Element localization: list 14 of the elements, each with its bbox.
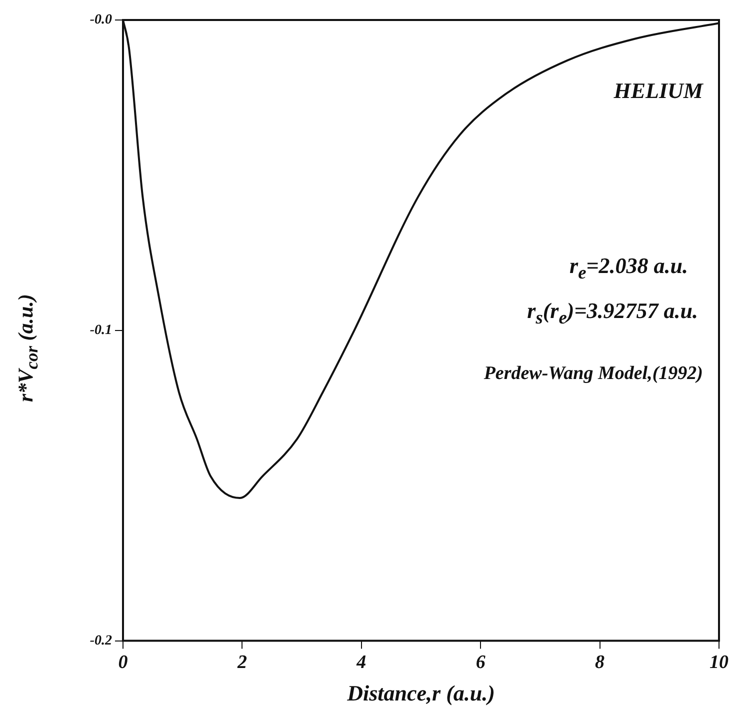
x-tick-label: 10 xyxy=(710,652,729,674)
x-tick-label: 2 xyxy=(236,652,248,674)
annotation: r$_{s}$(r$_{e}$)=3.92757 a.u. xyxy=(527,298,698,328)
y-tick-label: -0.0 xyxy=(90,12,112,28)
x-tick-label: 6 xyxy=(476,652,486,674)
annotation: Perdew-Wang Model,(1992) xyxy=(484,363,703,385)
annotation: r$_{e}$=2.038 a.u. xyxy=(570,253,688,284)
y-tick-label: -0.2 xyxy=(90,633,112,648)
x-tick-label: 4 xyxy=(356,652,366,674)
y-tick-label: -0.1 xyxy=(90,323,112,338)
x-tick-label: 8 xyxy=(595,652,606,674)
x-axis-title: Distance,r (a.u.) xyxy=(346,680,495,706)
annotation: HELIUM xyxy=(614,78,703,104)
x-tick-label: 0 xyxy=(118,652,128,674)
